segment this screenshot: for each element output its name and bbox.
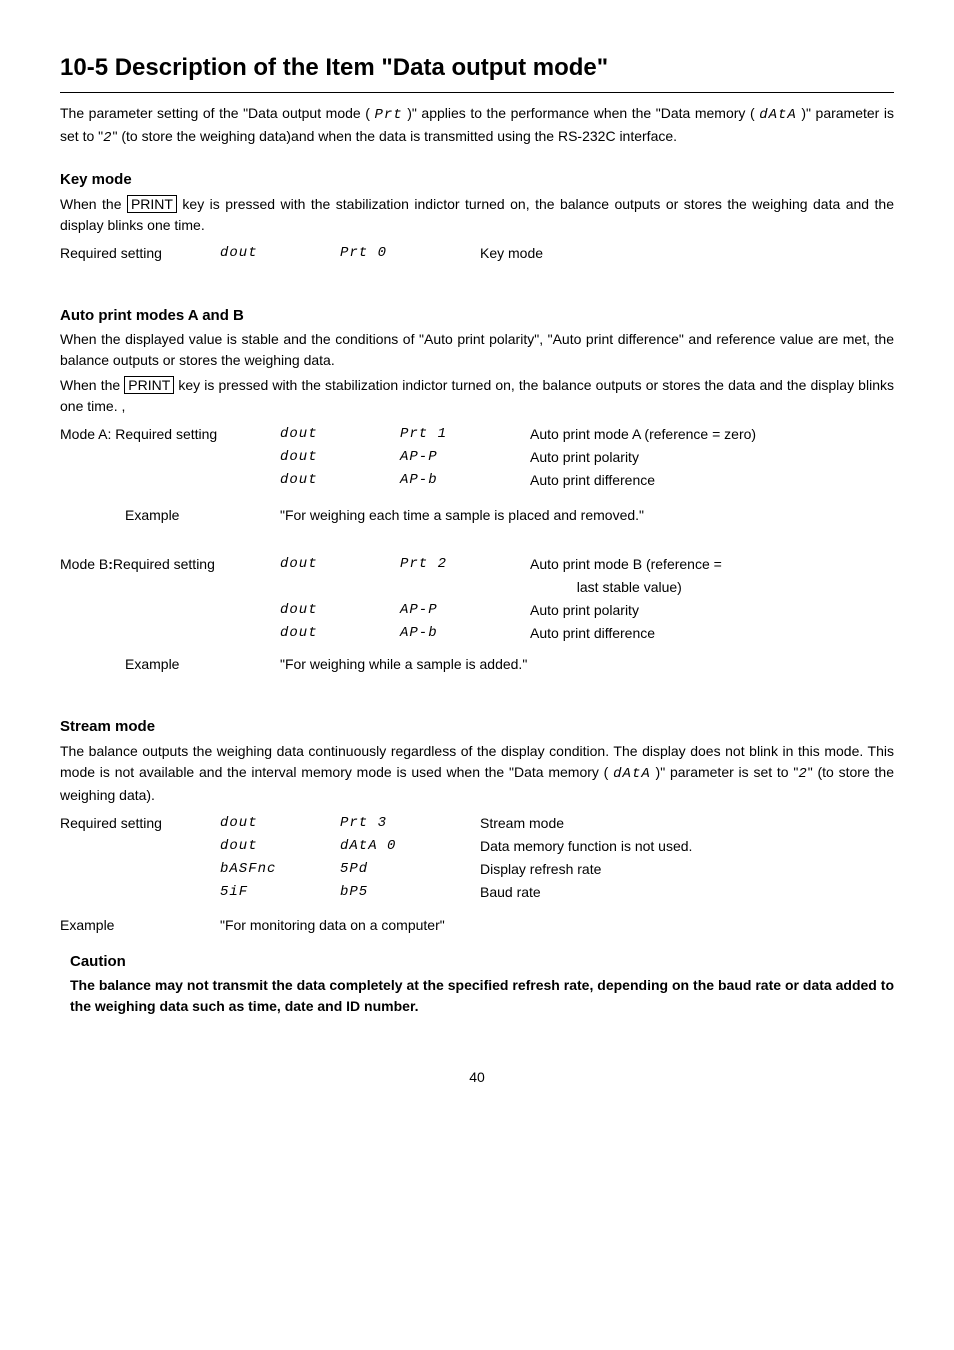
keymode-text1: When the <box>60 196 127 212</box>
table-row: dout AP-b Auto print difference <box>60 622 732 645</box>
stream-heading: Stream mode <box>60 716 894 739</box>
desc-cell: Baud rate <box>480 881 702 904</box>
seg-cell: dout <box>280 469 400 492</box>
row-label: Required setting <box>60 812 220 835</box>
autoprint-body2: When the PRINT key is pressed with the s… <box>60 375 894 417</box>
seg-cell: bASFnc <box>220 858 340 881</box>
desc-cell: Stream mode <box>480 812 702 835</box>
keymode-body: When the PRINT key is pressed with the s… <box>60 194 894 236</box>
seg-cell: dout <box>280 446 400 469</box>
seg-cell: dout <box>280 553 400 576</box>
desc-cell: last stable value) <box>530 576 732 599</box>
seg-cell: 5Pd <box>340 858 480 881</box>
desc-cell: Auto print polarity <box>530 446 766 469</box>
seg-cell: dout <box>220 242 340 265</box>
modeB-table: Mode B:Required setting dout Prt 2 Auto … <box>60 553 732 676</box>
seg-cell: AP-b <box>400 469 530 492</box>
print-key: PRINT <box>127 195 177 213</box>
desc-cell: Display refresh rate <box>480 858 702 881</box>
stream-table: Required setting dout Prt 3 Stream mode … <box>60 812 702 937</box>
row-label: Required setting <box>60 242 220 265</box>
autoprint-heading: Auto print modes A and B <box>60 305 894 328</box>
table-row: dout AP-P Auto print polarity <box>60 599 732 622</box>
table-row: dout dAtA 0 Data memory function is not … <box>60 835 702 858</box>
seg-cell: AP-b <box>400 622 530 645</box>
example-label: Example <box>60 653 280 676</box>
seg-cell: dout <box>280 423 400 446</box>
seg-cell: Prt 3 <box>340 812 480 835</box>
table-row: 5iF bP5 Baud rate <box>60 881 702 904</box>
title-rule <box>60 92 894 93</box>
seg-cell: dout <box>280 622 400 645</box>
intro-paragraph: The parameter setting of the "Data outpu… <box>60 103 894 149</box>
desc-cell: Key mode <box>480 242 553 265</box>
seg-cell: dout <box>280 599 400 622</box>
example-text: "For weighing each time a sample is plac… <box>280 504 766 527</box>
page-number: 40 <box>60 1067 894 1088</box>
table-row: Example "For monitoring data on a comput… <box>60 914 702 937</box>
seg-cell: dAtA 0 <box>340 835 480 858</box>
table-row: dout AP-P Auto print polarity <box>60 446 766 469</box>
seg-cell: bP5 <box>340 881 480 904</box>
desc-cell: Auto print mode A (reference = zero) <box>530 423 766 446</box>
modeB-label: Mode B:Required setting <box>60 553 280 576</box>
print-key: PRINT <box>124 376 174 394</box>
desc-cell: Auto print difference <box>530 622 732 645</box>
page-title: 10-5 Description of the Item "Data outpu… <box>60 50 894 86</box>
table-row: Mode A: Required setting dout Prt 1 Auto… <box>60 423 766 446</box>
desc-cell: Auto print difference <box>530 469 766 492</box>
seg-cell: Prt 0 <box>340 242 480 265</box>
caution-body: The balance may not transmit the data co… <box>70 975 894 1017</box>
table-row: last stable value) <box>60 576 732 599</box>
keymode-table: Required setting dout Prt 0 Key mode <box>60 242 553 265</box>
seg-cell: AP-P <box>400 599 530 622</box>
table-row: dout AP-b Auto print difference <box>60 469 766 492</box>
stream-body: The balance outputs the weighing data co… <box>60 741 894 806</box>
table-row: Required setting dout Prt 0 Key mode <box>60 242 553 265</box>
ap-text2a: When the <box>60 377 124 393</box>
seg-cell: Prt 1 <box>400 423 530 446</box>
modeA-label: Mode A: Required setting <box>60 423 280 446</box>
desc-cell: Auto print polarity <box>530 599 732 622</box>
keymode-text2: key is pressed with the stabilization in… <box>60 196 894 233</box>
seg-cell: dout <box>220 812 340 835</box>
example-text: "For weighing while a sample is added." <box>280 653 732 676</box>
caution-heading: Caution <box>70 951 894 974</box>
table-row: Required setting dout Prt 3 Stream mode <box>60 812 702 835</box>
table-row: Example "For weighing each time a sample… <box>60 504 766 527</box>
ap-text2b: key is pressed with the stabilization in… <box>60 377 894 414</box>
seg-cell: 5iF <box>220 881 340 904</box>
keymode-heading: Key mode <box>60 169 894 192</box>
seg-cell: AP-P <box>400 446 530 469</box>
modeA-table: Mode A: Required setting dout Prt 1 Auto… <box>60 423 766 527</box>
example-label: Example <box>60 504 280 527</box>
desc-cell: Auto print mode B (reference = <box>530 553 732 576</box>
table-row: Mode B:Required setting dout Prt 2 Auto … <box>60 553 732 576</box>
table-row: bASFnc 5Pd Display refresh rate <box>60 858 702 881</box>
seg-cell: Prt 2 <box>400 553 530 576</box>
table-row: Example "For weighing while a sample is … <box>60 653 732 676</box>
desc-cell: Data memory function is not used. <box>480 835 702 858</box>
example-text: "For monitoring data on a computer" <box>220 914 702 937</box>
example-label: Example <box>60 914 220 937</box>
autoprint-body1: When the displayed value is stable and t… <box>60 329 894 371</box>
seg-cell: dout <box>220 835 340 858</box>
